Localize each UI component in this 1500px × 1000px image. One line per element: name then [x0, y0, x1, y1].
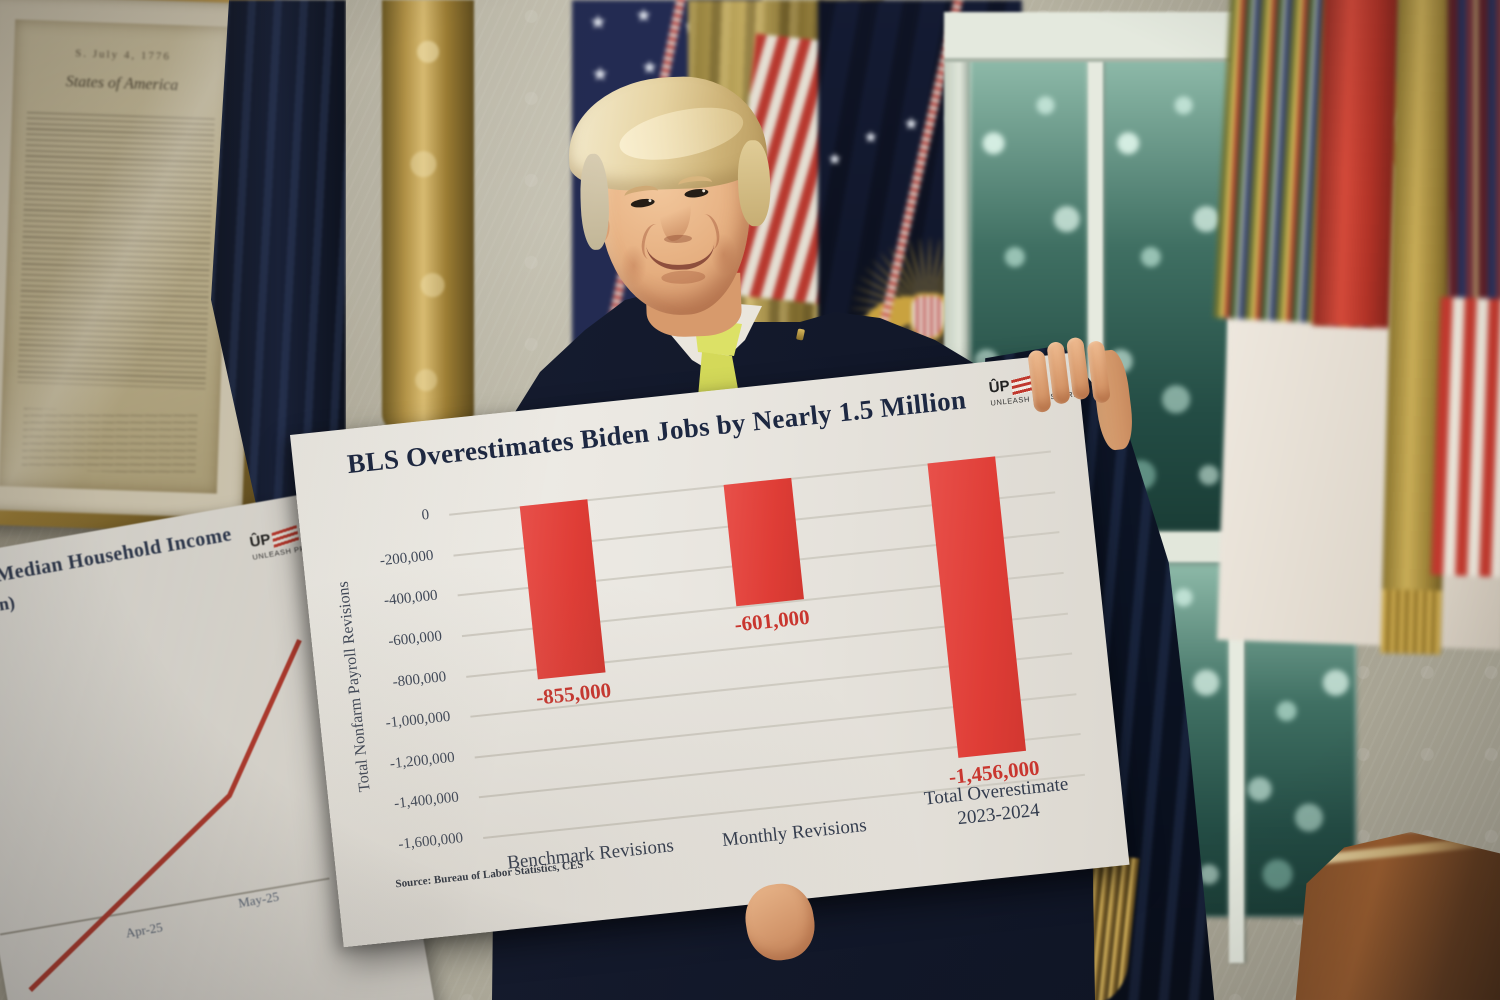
up-logo-mark: ÛP	[988, 377, 1011, 397]
y-tick-label: -200,000	[379, 547, 435, 569]
y-tick-label: 0	[420, 506, 430, 524]
y-tick-label: -1,000,000	[384, 708, 452, 732]
star-icon: ★	[642, 58, 658, 77]
y-tick-label: -800,000	[391, 668, 447, 691]
income-chart-poster: Median Household Income n) ÛP UNLEASH PR…	[0, 487, 452, 1000]
star-icon: ★	[864, 130, 878, 146]
star-icon: ★	[828, 152, 842, 168]
plot-area: -855,000 -601,000 -1,456,000	[449, 450, 1085, 840]
glass-glare	[0, 19, 234, 494]
bar-value-label: -855,000	[534, 677, 613, 710]
gold-carved-frame	[382, 0, 474, 432]
jobs-chart-poster: BLS Overestimates Biden Jobs by Nearly 1…	[290, 352, 1130, 948]
bar	[927, 456, 1027, 758]
y-tick-label: -400,000	[383, 587, 439, 610]
income-line-series	[28, 639, 302, 992]
bar	[519, 499, 606, 680]
income-line-chart	[0, 639, 330, 992]
x-axis-line	[0, 877, 330, 936]
star-icon: ★	[592, 64, 609, 84]
red-streamer	[1312, 0, 1402, 329]
dark-streamers	[1448, 0, 1500, 312]
document-parchment: S. July 4, 1776 States of America	[0, 19, 234, 494]
y-tick-label: -1,200,000	[389, 749, 456, 773]
eagle-shield	[912, 296, 944, 338]
star-icon: ★	[904, 116, 919, 133]
star-icon: ★	[590, 12, 607, 32]
person-head	[566, 73, 780, 339]
finger	[1065, 336, 1091, 401]
finger	[1086, 340, 1111, 404]
star-icon: ★	[636, 6, 652, 25]
y-tick-label: -600,000	[387, 628, 443, 650]
bar	[723, 477, 804, 607]
y-tick-label: -1,600,000	[397, 830, 464, 853]
red-white-stripes	[1431, 296, 1500, 578]
category-label: Monthly Revisions	[721, 814, 868, 851]
left-hand-fingers	[1026, 333, 1125, 474]
y-tick-label: -1,400,000	[393, 789, 460, 813]
